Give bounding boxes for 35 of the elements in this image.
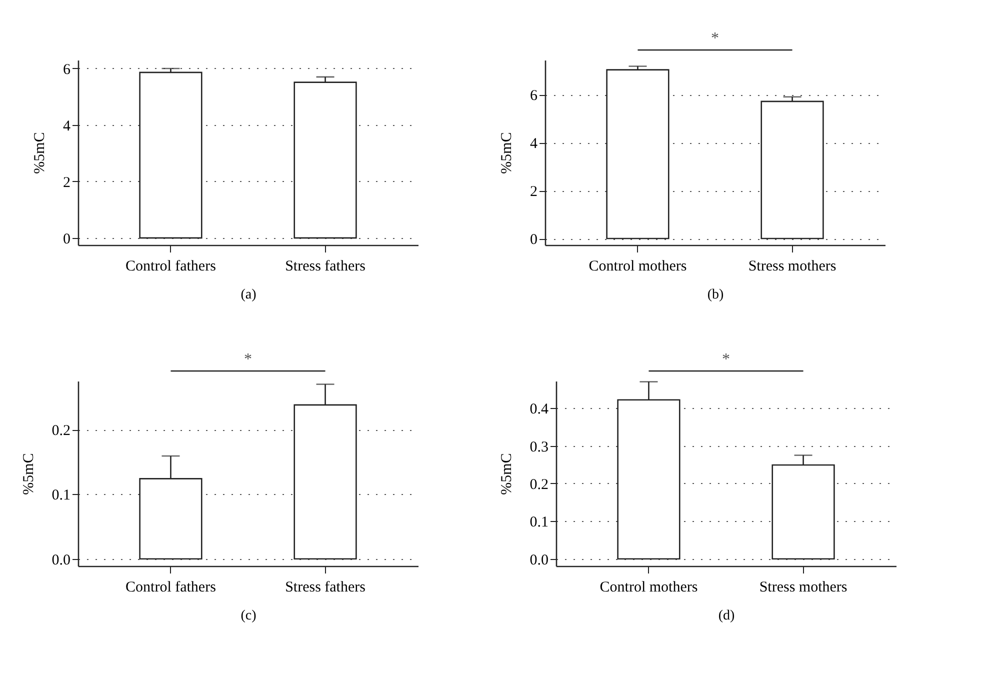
y-axis-title: %5mC	[499, 132, 515, 174]
y-tick-label: 0	[63, 231, 70, 248]
y-axis-title: %5mC	[32, 132, 48, 174]
y-tick-label: 0.2	[530, 476, 548, 493]
x-tick-label: Stress fathers	[285, 580, 366, 596]
x-axis-title: (c)	[240, 608, 257, 624]
x-tick-label: Control mothers	[600, 580, 698, 596]
x-axis-title: (b)	[707, 288, 724, 302]
x-tick-label: Stress mothers	[748, 258, 836, 274]
y-tick-label: 0.1	[530, 514, 548, 531]
y-tick-label: 0.0	[52, 552, 70, 568]
y-axis-title: %5mC	[20, 453, 37, 495]
y-tick-label: 0.1	[52, 488, 70, 504]
y-tick-label: 0	[530, 232, 538, 248]
y-tick-label: 2	[530, 184, 538, 200]
text: *	[244, 351, 252, 368]
text: *	[722, 351, 730, 368]
x-tick-label: Control mothers	[588, 258, 687, 274]
y-tick-label: 4	[530, 136, 538, 152]
y-tick-label: 6	[530, 88, 538, 104]
y-tick-label: 4	[63, 118, 71, 134]
y-tick-label: 0.2	[52, 423, 70, 440]
y-tick-label: 0.0	[530, 552, 548, 568]
y-tick-label: 2	[63, 174, 70, 191]
x-axis-title: (a)	[240, 288, 257, 302]
x-tick-label: Control fathers	[126, 258, 216, 274]
x-tick-label: Control fathers	[126, 580, 216, 596]
y-tick-label: 6	[63, 62, 71, 78]
x-tick-label: Stress fathers	[285, 258, 366, 274]
text: *	[711, 30, 719, 47]
x-tick-label: Stress mothers	[759, 580, 848, 596]
y-tick-label: 0.4	[530, 402, 549, 418]
x-axis-title: (d)	[718, 608, 735, 624]
y-axis-title: %5mC	[498, 453, 515, 495]
y-tick-label: 0.3	[530, 439, 548, 456]
